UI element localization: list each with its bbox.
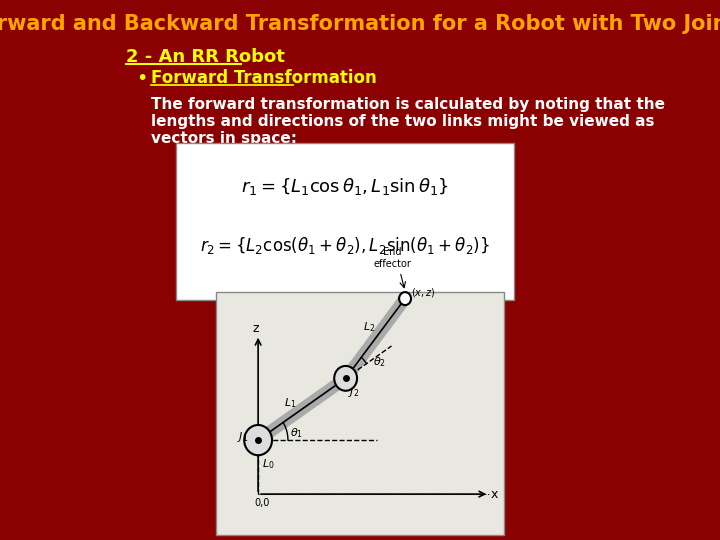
Text: Forward Transformation: Forward Transformation (151, 69, 377, 87)
Text: vectors in space:: vectors in space: (151, 131, 297, 146)
Text: Forward and Backward Transformation for a Robot with Two Joints: Forward and Backward Transformation for … (0, 14, 720, 35)
Circle shape (244, 425, 272, 455)
Text: $\theta_2$: $\theta_2$ (373, 355, 386, 369)
Text: 2 - An RR Robot: 2 - An RR Robot (127, 48, 285, 66)
Text: $L_0$: $L_0$ (262, 457, 274, 471)
Text: $r_2 = \{L_2 \cos(\theta_1 + \theta_2), L_2 \sin(\theta_1 + \theta_2)\}$: $r_2 = \{L_2 \cos(\theta_1 + \theta_2), … (200, 235, 490, 256)
Text: $L_2$: $L_2$ (363, 320, 375, 334)
Text: The forward transformation is calculated by noting that the: The forward transformation is calculated… (151, 97, 665, 112)
Circle shape (334, 366, 357, 391)
Text: •: • (136, 69, 148, 88)
Text: End
effector: End effector (374, 247, 412, 269)
Text: $J_2$: $J_2$ (348, 384, 359, 399)
Circle shape (399, 292, 411, 305)
Text: lengths and directions of the two links might be viewed as: lengths and directions of the two links … (151, 114, 654, 129)
FancyBboxPatch shape (216, 292, 504, 535)
Text: z: z (252, 322, 258, 335)
Text: 0,0: 0,0 (254, 498, 269, 508)
Text: $J_1$: $J_1$ (238, 430, 248, 444)
Text: $\theta_1$: $\theta_1$ (290, 426, 303, 440)
Text: $r_1 = \{L_1 \cos\theta_1, L_1 \sin\theta_1\}$: $r_1 = \{L_1 \cos\theta_1, L_1 \sin\thet… (241, 176, 449, 197)
FancyBboxPatch shape (176, 143, 514, 300)
Text: $L_1$: $L_1$ (284, 396, 297, 410)
Text: $(x, z)$: $(x, z)$ (411, 286, 436, 299)
Text: x: x (490, 488, 498, 502)
